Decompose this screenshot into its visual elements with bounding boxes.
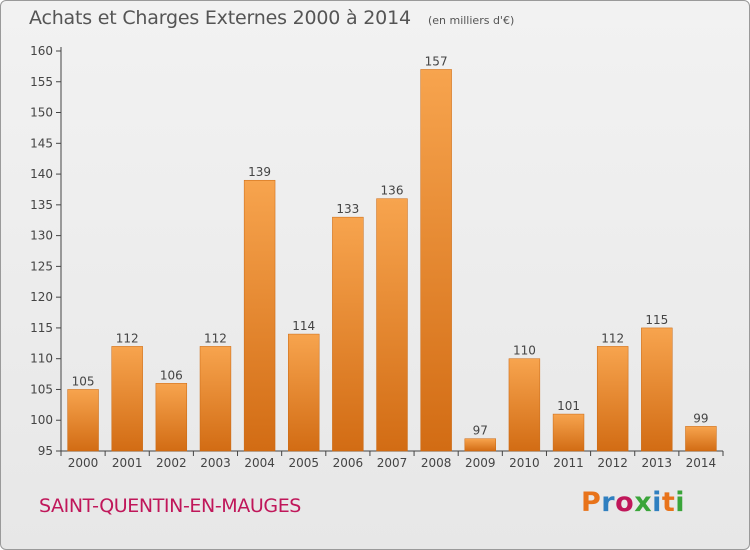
bar-2008[interactable]: [420, 69, 452, 452]
bar-2011[interactable]: [552, 413, 585, 452]
bar-2003[interactable]: [199, 346, 232, 452]
y-tick-label: 160: [30, 44, 53, 58]
bar-value-label: 157: [425, 54, 448, 68]
bar-2010[interactable]: [508, 358, 541, 452]
bar-value-label: 136: [381, 184, 404, 198]
y-tick-label: 110: [30, 352, 53, 366]
y-tick-label: 100: [30, 413, 53, 427]
x-tick-label: 2012: [597, 456, 628, 470]
bar-value-label: 115: [645, 313, 668, 327]
x-tick-label: 2009: [465, 456, 496, 470]
x-tick-label: 2013: [642, 456, 673, 470]
bar-value-label: 105: [72, 374, 95, 388]
bar-2007[interactable]: [376, 198, 408, 452]
logo-letter: P: [581, 487, 602, 518]
chart-unit: (en milliers d'€): [427, 14, 515, 27]
y-tick-label: 115: [30, 321, 53, 335]
x-tick-label: 2003: [200, 456, 231, 470]
bar-value-label: 110: [513, 344, 536, 358]
x-tick-label: 2002: [156, 456, 187, 470]
bar-2014[interactable]: [685, 426, 717, 452]
logo-letter: x: [634, 487, 653, 518]
x-tick-label: 2006: [333, 456, 364, 470]
x-tick-label: 2010: [509, 456, 540, 470]
logo-letter: i: [675, 487, 686, 518]
bar-2004[interactable]: [243, 179, 276, 452]
bar-value-label: 97: [473, 424, 488, 438]
logo-letter: o: [615, 487, 635, 518]
bar-2012[interactable]: [596, 346, 629, 452]
bar-2001[interactable]: [111, 346, 143, 452]
y-tick-label: 95: [38, 444, 53, 458]
bar-2009[interactable]: [464, 438, 496, 452]
x-tick-label: 2014: [686, 456, 717, 470]
commune-name: SAINT-QUENTIN-EN-MAUGES: [39, 495, 301, 517]
y-axis: 95 100 105 110 115 120 125 130 135 140 145 150 155 16…: [30, 44, 62, 458]
x-tick-label: 2007: [377, 456, 408, 470]
bar-value-label: 99: [693, 411, 708, 425]
y-tick-label: 150: [30, 106, 53, 120]
x-tick-label: 2000: [68, 456, 99, 470]
y-tick-label: 145: [30, 136, 53, 150]
y-tick-label: 105: [30, 382, 53, 396]
bar-value-label: 112: [204, 331, 227, 345]
y-tick-label: 155: [30, 75, 53, 89]
x-axis: 2000 2001 2002 2003 2004 2005 2006 2007 2008 2009…: [60, 450, 724, 470]
bar-value-label: 112: [116, 331, 139, 345]
y-tick-label: 140: [30, 167, 53, 181]
bar-value-label: 114: [292, 319, 315, 333]
bar-value-label: 139: [248, 165, 271, 179]
bar-2002[interactable]: [155, 383, 188, 452]
chart-title: Achats et Charges Externes 2000 à 2014: [29, 7, 411, 29]
proxiti-logo[interactable]: Proxiti: [581, 487, 685, 518]
bars: 105 112 106 112 139 114 133 136 157 97 110 101 112 11…: [67, 54, 717, 452]
bar-value-label: 133: [336, 202, 359, 216]
bar-value-label: 106: [160, 368, 183, 382]
y-tick-label: 135: [30, 198, 53, 212]
y-tick-label: 130: [30, 229, 53, 243]
bar-2006[interactable]: [332, 216, 364, 452]
x-tick-label: 2005: [288, 456, 319, 470]
x-tick-label: 2001: [112, 456, 143, 470]
bar-2005[interactable]: [288, 333, 320, 452]
y-tick-label: 125: [30, 259, 53, 273]
bar-2013[interactable]: [641, 327, 673, 452]
chart-header: Achats et Charges Externes 2000 à 2014 (…: [29, 7, 514, 29]
x-tick-label: 2004: [244, 456, 275, 470]
logo-letter: t: [661, 487, 676, 518]
bar-value-label: 101: [557, 399, 580, 413]
logo-letter: r: [601, 487, 616, 518]
x-tick-label: 2008: [421, 456, 452, 470]
y-tick-label: 120: [30, 290, 53, 304]
bar-2000[interactable]: [67, 389, 99, 452]
logo-letter: i: [652, 487, 662, 518]
x-tick-label: 2011: [553, 456, 584, 470]
bar-value-label: 112: [601, 331, 624, 345]
